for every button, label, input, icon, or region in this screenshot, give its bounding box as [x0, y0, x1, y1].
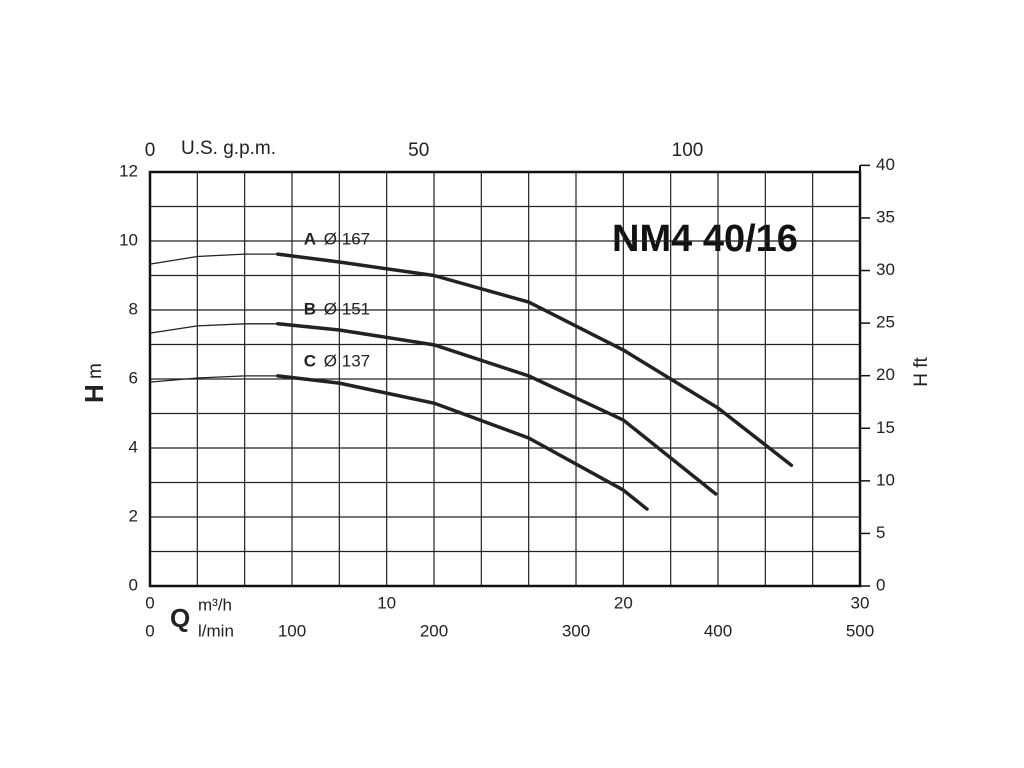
x-tick-label: 20	[614, 593, 633, 612]
series-diameter: Ø 151	[324, 299, 370, 318]
x-axis-symbol: Q	[170, 603, 190, 633]
y2-tick-label: 5	[876, 523, 885, 542]
y-tick-label: 12	[119, 161, 138, 180]
curve-extension	[149, 323, 279, 334]
y2-tick-label: 35	[876, 207, 895, 226]
series-label: A	[304, 230, 316, 249]
y2-tick-label: 10	[876, 470, 895, 489]
y-tick-label: 0	[129, 575, 138, 594]
x2-tick-label: 500	[846, 621, 874, 640]
y-tick-label: 6	[129, 368, 138, 387]
top-axis-label: U.S. g.p.m.	[181, 138, 276, 159]
curve	[276, 322, 718, 496]
y-tick-label: 10	[119, 230, 138, 249]
y-tick-label: 2	[129, 506, 138, 525]
chart-title: NM4 40/16	[612, 218, 798, 260]
y-tick-label: 8	[129, 299, 138, 318]
y2-tick-label: 25	[876, 313, 895, 332]
y2-tick-label: 15	[876, 418, 895, 437]
series-diameter: Ø 137	[324, 351, 370, 370]
top-tick-label: 50	[408, 140, 429, 161]
y2-tick-label: 20	[876, 365, 895, 384]
x2-tick-label: 0	[145, 621, 154, 640]
x-tick-label: 10	[377, 593, 396, 612]
x-tick-label: 0	[145, 593, 154, 612]
y2-tick-label: 30	[876, 260, 895, 279]
series-diameter: Ø 167	[324, 230, 370, 249]
series-label: B	[304, 299, 316, 318]
curve	[276, 252, 794, 467]
y-tick-label: 4	[129, 437, 138, 456]
y2-axis-label: H ft	[911, 357, 932, 387]
top-tick-label: 0	[145, 140, 156, 161]
y2-tick-label: 40	[876, 155, 895, 174]
curve	[276, 374, 649, 511]
curve-extension	[149, 375, 279, 383]
x2-tick-label: 200	[420, 621, 448, 640]
x2-axis-label: l/min	[198, 621, 234, 640]
y-axis-label: H	[79, 384, 109, 403]
x2-tick-label: 100	[278, 621, 306, 640]
y-axis-unit: m	[85, 363, 106, 379]
x2-tick-label: 300	[562, 621, 590, 640]
plot-frame	[148, 170, 862, 588]
curve-extension	[149, 253, 279, 265]
top-tick-label: 100	[672, 140, 704, 161]
x-tick-label: 30	[851, 593, 870, 612]
x-axis-label: m³/h	[198, 595, 232, 614]
y2-tick-label: 0	[876, 575, 885, 594]
x2-tick-label: 400	[704, 621, 732, 640]
series-label: C	[304, 351, 316, 370]
